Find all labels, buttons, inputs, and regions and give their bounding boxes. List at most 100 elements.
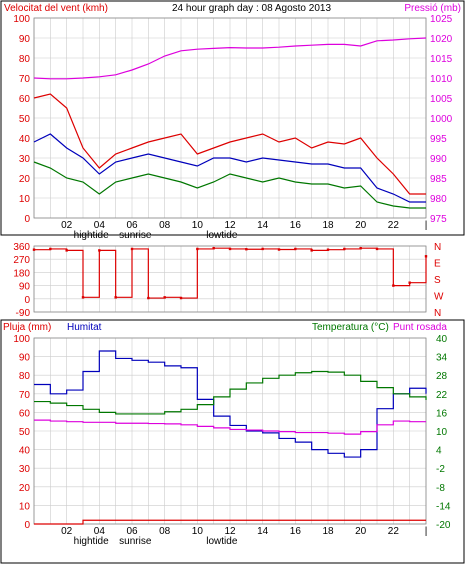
wind-direction-point [130,247,134,251]
wind-direction-point [32,248,36,251]
wind-speed-tick-0: 0 [24,214,30,225]
wind-direction-point [359,247,362,250]
x-tick-06: 06 [126,526,138,537]
pressure-tick-990: 990 [430,154,447,165]
x-tick-16: 16 [290,526,302,537]
temperature-tick-8: -8 [436,483,445,494]
wind-direction-point [114,296,117,299]
x-tick-12: 12 [224,526,236,537]
pressure-tick-1015: 1015 [430,54,453,65]
wind-direction-point [49,247,52,251]
pressure-tick-985: 985 [430,174,447,185]
plot-area-3 [33,337,427,525]
temperature-line [34,370,427,415]
x-tick-22: 22 [388,526,400,537]
data-series [32,37,428,525]
x-tick-08: 08 [159,526,171,537]
wind-min-line [33,161,426,209]
wind-direction-point [326,248,330,251]
wind-direction-point [212,247,215,250]
wind-direction-point [98,249,101,252]
x-tick-14: 14 [257,220,269,231]
wind-direction-point [65,249,68,252]
wind-direction-point [408,281,411,284]
x-tick-18: 18 [322,526,334,537]
wind-direction-point [375,247,379,251]
temperature-tick-34: 34 [436,353,448,364]
pressure-tick-1010: 1010 [430,74,453,85]
rain-tick-80: 80 [19,371,31,382]
direction-tick-270: 270 [13,255,30,266]
pressure-tick-1005: 1005 [430,94,453,105]
bottom-panel-frame [0,319,465,564]
pressure-tick-1000: 1000 [430,114,453,125]
rain-tick-90: 90 [19,353,31,364]
humidity-axis-title: Humitat [67,322,102,333]
direction-tick-180: 180 [13,268,30,279]
wind-speed-axis-title: Velocitat del vent (kmh) [4,3,108,14]
wind-speed-tick-100: 100 [13,14,30,25]
grid-lines [33,17,427,525]
temperature-tick-2: -2 [436,464,445,475]
x-tick-22: 22 [388,220,400,231]
plot-area-1 [33,17,427,219]
x-tick-04: 04 [94,220,106,231]
compass-tick-e: E [434,259,441,270]
x-tick-04: 04 [94,526,106,537]
pressure-tick-1025: 1025 [430,14,453,25]
x-tick-06: 06 [126,220,138,231]
wind-speed-tick-40: 40 [19,134,31,145]
pressure-line [33,37,427,80]
wind-direction-point [163,296,166,299]
x-tick-08: 08 [159,220,171,231]
temperature-tick-20: -20 [436,520,451,531]
wind-direction-point [392,284,395,287]
wind-speed-tick-60: 60 [19,94,31,105]
x-tick-16: 16 [290,220,302,231]
rain-tick-0: 0 [24,520,30,531]
top-panel-frame [0,0,465,236]
axis-labels: 0102030405060708090100975980985990995100… [13,14,452,547]
direction-tick-360: 360 [13,242,30,253]
rain-tick-70: 70 [19,390,31,401]
x-tick-end: | [425,526,428,537]
event-lowtide: lowtide [206,536,238,547]
wind-speed-tick-70: 70 [19,74,31,85]
temperature-axis-title: Temperatura (°C) [312,322,389,333]
temperature-tick-14: -14 [436,501,451,512]
wind-direction-point [245,248,248,251]
wind-direction-point [147,296,150,300]
wind-direction-point [261,247,264,251]
pressure-tick-980: 980 [430,194,447,205]
pressure-tick-995: 995 [430,134,447,145]
event-sunrise: sunrise [119,230,152,241]
x-tick-02: 02 [61,526,73,537]
pressure-tick-1020: 1020 [430,34,453,45]
event-sunrise: sunrise [119,536,152,547]
wind-direction-point [294,247,297,251]
x-tick-18: 18 [322,220,334,231]
rain-tick-40: 40 [19,446,31,457]
wind-speed-tick-50: 50 [19,114,31,125]
rain-tick-10: 10 [19,501,31,512]
wind-direction-point [424,255,428,258]
temperature-tick-16: 16 [436,408,448,419]
compass-tick-w: W [434,292,444,303]
wind-direction-point [81,296,85,299]
wind-speed-tick-20: 20 [19,174,31,185]
x-tick-end: | [425,220,428,231]
event-hightide: hightide [74,230,109,241]
x-tick-10: 10 [192,526,204,537]
dew-point-axis-title: Punt rosada [393,322,447,333]
x-tick-14: 14 [257,526,269,537]
temperature-tick-22: 22 [436,390,448,401]
wind-direction-point [277,248,281,251]
rain-tick-50: 50 [19,427,31,438]
pressure-tick-975: 975 [430,214,447,225]
wind-direction-point [196,247,199,251]
pressure-axis-title: Pressió (mb) [404,3,461,14]
rain-axis-title: Pluja (mm) [3,322,51,333]
wind-direction-point [179,296,183,300]
